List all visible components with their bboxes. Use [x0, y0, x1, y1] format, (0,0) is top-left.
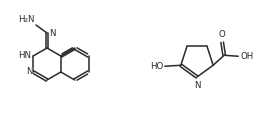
- Text: HN: HN: [18, 51, 31, 60]
- Text: N: N: [49, 29, 55, 38]
- Text: OH: OH: [240, 52, 253, 61]
- Text: N: N: [26, 67, 32, 77]
- Text: O: O: [219, 30, 225, 39]
- Text: HO: HO: [150, 62, 164, 71]
- Text: N: N: [194, 81, 200, 90]
- Text: H₂N: H₂N: [18, 15, 35, 24]
